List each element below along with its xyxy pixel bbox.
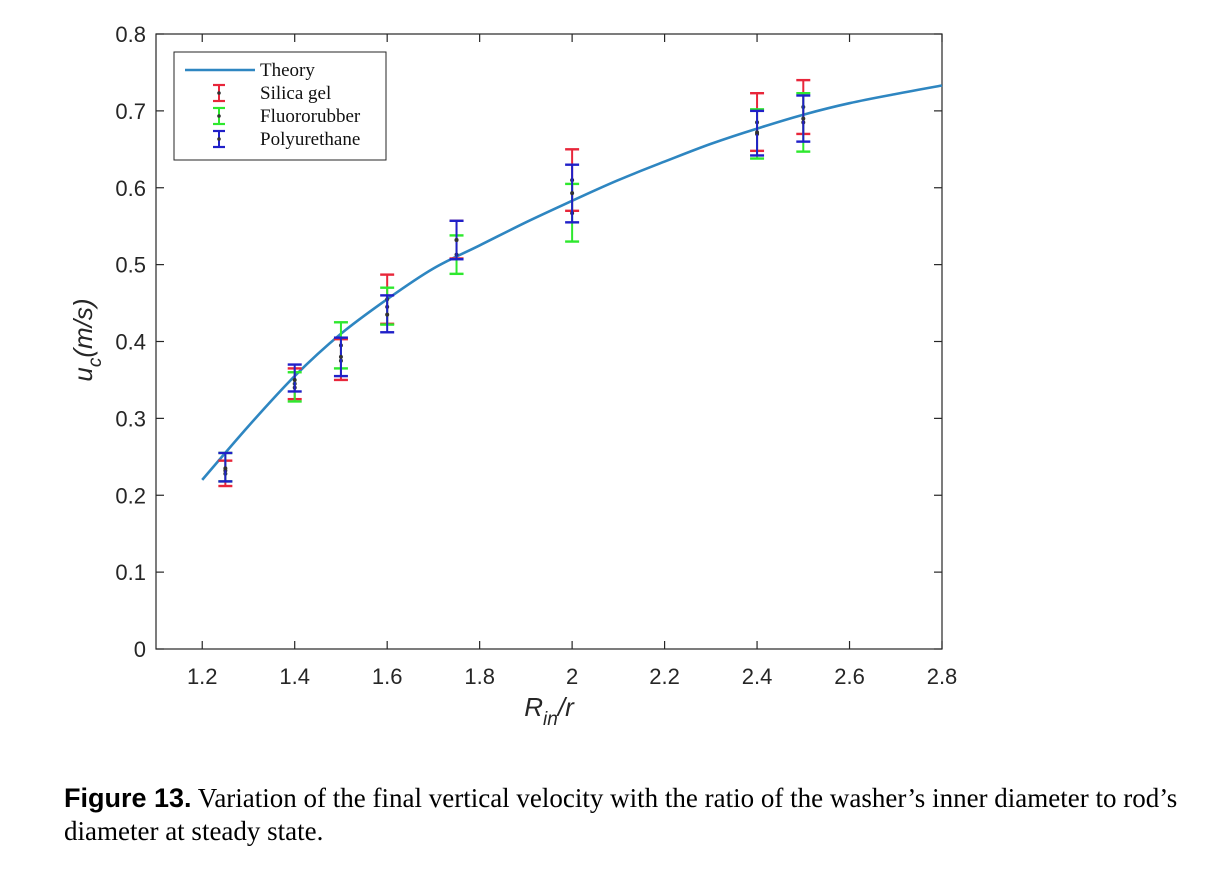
x-tick-label: 1.6 bbox=[372, 664, 403, 689]
legend-marker-point bbox=[217, 114, 221, 118]
legend-item-silica-gel: Silica gel bbox=[213, 83, 331, 104]
legend-item-polyurethane: Polyurethane bbox=[213, 129, 360, 150]
data-point bbox=[570, 191, 575, 196]
figure-label: Figure 13. bbox=[64, 783, 192, 813]
legend-marker-point bbox=[217, 91, 221, 95]
caption-text: Variation of the final vertical velocity… bbox=[64, 783, 1178, 846]
y-tick-label: 0.2 bbox=[115, 483, 146, 508]
data-point bbox=[755, 130, 760, 135]
y-axis-title: uc(m/s) bbox=[68, 298, 106, 381]
legend-marker-point bbox=[217, 137, 221, 141]
legend-label-polyurethane: Polyurethane bbox=[260, 129, 360, 150]
x-axis-ticks: 1.2 1.4 1.6 1.8 2 2.2 2.4 2.6 2.8 bbox=[187, 34, 957, 689]
y-tick-label: 0 bbox=[134, 637, 146, 662]
y-tick-label: 0.7 bbox=[115, 99, 146, 124]
data-point bbox=[801, 116, 806, 121]
y-tick-label: 0.6 bbox=[115, 176, 146, 201]
data-point bbox=[223, 466, 228, 471]
chart: 1.2 1.4 1.6 1.8 2 2.2 2.4 2.6 2.8 00.10.20.30.40… bbox=[68, 22, 957, 730]
data-point bbox=[292, 377, 297, 382]
x-tick-label: 2.4 bbox=[742, 664, 773, 689]
series-polyurethane bbox=[218, 94, 811, 483]
error-bar-series bbox=[218, 78, 811, 488]
legend-label-silica-gel: Silica gel bbox=[260, 83, 331, 104]
y-tick-label: 0.5 bbox=[115, 253, 146, 278]
figure-caption: Figure 13. Variation of the final vertic… bbox=[64, 782, 1214, 848]
y-tick-label: 0.1 bbox=[115, 560, 146, 585]
data-point bbox=[454, 238, 459, 243]
x-axis-title: Rin/r bbox=[524, 692, 575, 730]
x-tick-label: 1.2 bbox=[187, 664, 218, 689]
x-tick-label: 2.2 bbox=[649, 664, 680, 689]
legend-label-theory: Theory bbox=[260, 60, 315, 81]
y-axis-ticks: 0 0.1 0.2 0.3 0.4 0.5 0.6 0.7 0.8 bbox=[115, 22, 942, 662]
x-tick-label: 1.4 bbox=[279, 664, 310, 689]
legend-item-theory: Theory bbox=[185, 60, 315, 81]
data-point bbox=[385, 312, 390, 317]
x-tick-label: 2.6 bbox=[834, 664, 865, 689]
y-tick-label: 0.3 bbox=[115, 406, 146, 431]
y-tick-label: 0.4 bbox=[115, 330, 146, 355]
x-tick-label: 2.8 bbox=[927, 664, 958, 689]
x-tick-label: 2 bbox=[566, 664, 578, 689]
legend-item-fluororubber: Fluororubber bbox=[213, 106, 361, 127]
data-point bbox=[338, 354, 343, 359]
legend-label-fluororubber: Fluororubber bbox=[260, 106, 361, 127]
y-tick-label: 0.8 bbox=[115, 22, 146, 47]
x-tick-label: 1.8 bbox=[464, 664, 495, 689]
